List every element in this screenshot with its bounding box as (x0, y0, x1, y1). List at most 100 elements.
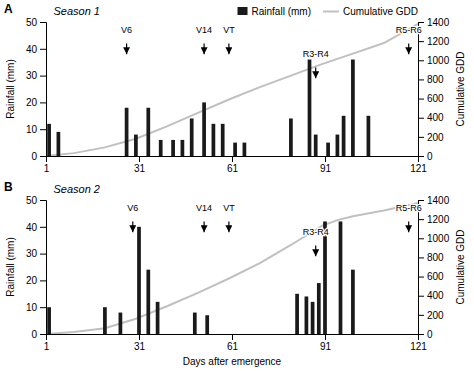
annotation-label: VT (223, 203, 235, 213)
bar (289, 118, 293, 156)
axis-line (47, 157, 419, 163)
tick-label: 200 (427, 310, 444, 321)
tick-mark (418, 137, 424, 138)
bars (47, 221, 355, 334)
tick: 800 (418, 252, 444, 263)
legend-item: Cumulative GDD (323, 6, 418, 17)
tick: 50 (26, 17, 46, 28)
tick: 0 (31, 329, 46, 340)
tick: 1400 (418, 195, 450, 206)
bar (47, 124, 51, 156)
tick-mark (40, 22, 46, 23)
x-axis: 1316191121 (44, 156, 428, 174)
tick-mark (418, 200, 424, 201)
tick: 91 (320, 334, 332, 352)
tick-mark (232, 156, 233, 162)
tick-label: 10 (26, 124, 38, 135)
bar (190, 118, 194, 156)
tick-label: 800 (427, 252, 444, 263)
tick-label: 40 (26, 222, 38, 233)
bar (119, 313, 123, 334)
tick: 400 (418, 290, 444, 301)
tick-mark (325, 156, 326, 162)
tick-label: 121 (410, 163, 427, 174)
tick: 20 (26, 275, 46, 286)
gdd-line (46, 24, 418, 156)
legend-item: Rainfall (mm) (238, 6, 311, 17)
tick-label: 31 (134, 163, 146, 174)
tick-mark (325, 334, 326, 340)
x-axis-title: Days after emergence (183, 356, 282, 367)
bar (339, 221, 343, 334)
bar (137, 227, 141, 334)
annotations: V6V14VTR3-R4R5-R6 (121, 25, 422, 79)
tick: 61 (227, 334, 239, 352)
tick-label: 1400 (427, 17, 450, 28)
bar (221, 124, 225, 156)
tick: 10 (26, 302, 46, 313)
tick-label: 20 (26, 97, 38, 108)
tick-label: 0 (31, 151, 37, 162)
tick: 30 (26, 248, 46, 259)
bar (367, 116, 371, 156)
tick-mark (40, 129, 46, 130)
bar (193, 313, 197, 334)
tick: 121 (410, 156, 427, 174)
tick-label: 1000 (427, 55, 450, 66)
tick-label: 1200 (427, 214, 450, 225)
bar (308, 60, 312, 156)
tick-label: 1 (44, 341, 50, 352)
tick: 40 (26, 222, 46, 233)
bar (146, 108, 150, 156)
bar (323, 221, 327, 334)
y-axis-title: Rainfall (mm) (5, 59, 16, 118)
annotation-arrow (408, 221, 409, 232)
tick-mark (418, 257, 424, 258)
tick-mark (40, 227, 46, 228)
bar (351, 60, 355, 156)
annotations: V6V14VTR3-R4R5-R6 (127, 203, 421, 257)
tick-label: 1 (44, 163, 50, 174)
bar (317, 283, 321, 334)
tick: 1000 (418, 55, 450, 66)
tick-mark (40, 156, 46, 157)
tick-mark (418, 296, 424, 297)
tick-label: 40 (26, 44, 38, 55)
annotation-arrow (408, 43, 409, 54)
bar (233, 143, 237, 156)
bar (305, 296, 309, 334)
bar (205, 315, 209, 334)
title: Season 1 (53, 5, 99, 17)
bar (159, 140, 163, 156)
annotation-label: V6 (121, 25, 132, 35)
axis-line (419, 23, 425, 157)
tick-label: 1200 (427, 36, 450, 47)
bar (351, 270, 355, 334)
tick-mark (418, 22, 424, 23)
panel-label: B (4, 180, 13, 194)
tick-label: 20 (26, 275, 38, 286)
axis-line (40, 23, 47, 157)
tick-label: 30 (26, 248, 38, 259)
tick-mark (40, 254, 46, 255)
annotation-label: R3-R4 (303, 49, 329, 59)
tick: 1200 (418, 36, 450, 47)
legend: Cumulative GDD Rainfall (mm) (238, 6, 418, 17)
bar (336, 135, 340, 156)
annotation-label: VT (223, 25, 235, 35)
annotation-arrow (126, 43, 127, 54)
bar (103, 307, 107, 334)
tick: 0 (418, 151, 433, 162)
tick-label: 1000 (427, 233, 450, 244)
tick-label: 1400 (427, 195, 450, 206)
tick-label: 0 (427, 329, 433, 340)
tick-mark (418, 334, 424, 335)
tick: 400 (418, 112, 444, 123)
y2-axis: 0 200 400 600 800 1000 1200 1400 (418, 195, 450, 340)
y2-axis-title: Cumulative GDD (455, 229, 466, 304)
tick-mark (418, 41, 424, 42)
tick-label: 200 (427, 132, 444, 143)
y2-axis-title: Cumulative GDD (455, 51, 466, 126)
tick-mark (418, 156, 424, 157)
tick-label: 600 (427, 271, 444, 282)
